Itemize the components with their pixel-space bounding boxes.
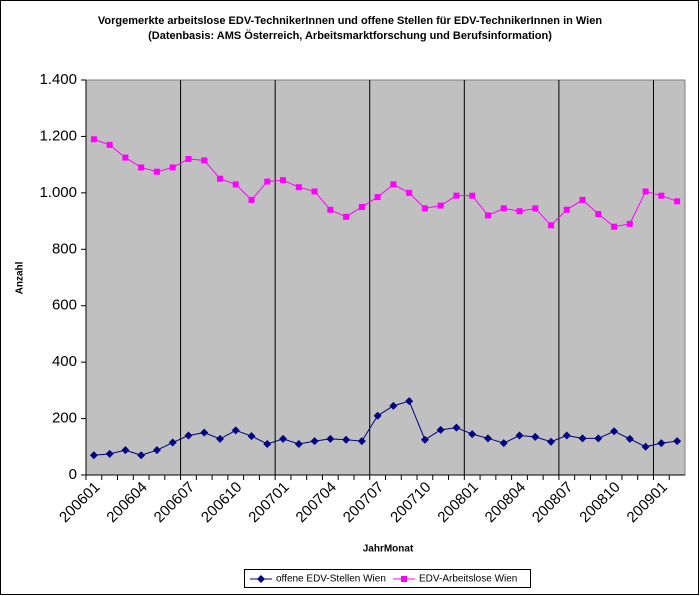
data-point xyxy=(625,434,634,443)
data-point xyxy=(452,423,461,432)
y-axis-label: Anzahl xyxy=(15,261,26,294)
data-point xyxy=(232,181,239,188)
data-point xyxy=(594,434,603,443)
data-point xyxy=(515,431,524,440)
data-point xyxy=(248,196,255,203)
data-point xyxy=(548,222,555,229)
data-point xyxy=(673,437,682,446)
data-point xyxy=(658,192,665,199)
data-point xyxy=(516,208,523,215)
data-point xyxy=(200,428,209,437)
data-point xyxy=(406,189,413,196)
data-point xyxy=(610,427,619,436)
x-axis-label: JahrMonat xyxy=(363,544,414,555)
data-point xyxy=(201,157,208,164)
data-point xyxy=(500,205,507,212)
data-point xyxy=(295,184,302,191)
data-point xyxy=(390,181,397,188)
y-tick-label: 400 xyxy=(52,353,77,370)
data-point xyxy=(657,439,666,448)
y-tick-label: 0 xyxy=(69,466,77,483)
data-point xyxy=(168,438,177,447)
chart-subtitle: (Datenbasis: AMS Österreich, Arbeitsmark… xyxy=(148,29,552,42)
data-point xyxy=(122,154,129,161)
data-point xyxy=(562,431,571,440)
data-point xyxy=(641,442,650,451)
data-point xyxy=(247,432,256,441)
data-point xyxy=(105,449,114,458)
data-point xyxy=(231,426,240,435)
data-point xyxy=(642,188,649,195)
data-point xyxy=(532,205,539,212)
legend-marker xyxy=(401,576,407,582)
data-point xyxy=(153,168,160,175)
y-tick-label: 1.400 xyxy=(39,71,77,88)
data-point xyxy=(280,177,287,184)
data-point xyxy=(294,439,303,448)
legend-box xyxy=(244,569,531,588)
data-point xyxy=(90,136,97,143)
data-point xyxy=(468,430,477,439)
data-point xyxy=(327,206,334,213)
data-point xyxy=(263,439,272,448)
data-point xyxy=(531,432,540,441)
legend-label: offene EDV-Stellen Wien xyxy=(276,574,386,585)
plot-area xyxy=(85,79,686,476)
data-point xyxy=(279,434,288,443)
data-point xyxy=(264,178,271,185)
data-point xyxy=(326,434,335,443)
data-point xyxy=(578,434,587,443)
data-point xyxy=(373,411,382,420)
data-point xyxy=(358,203,365,210)
data-point xyxy=(374,194,381,201)
data-point xyxy=(547,437,556,446)
data-point xyxy=(152,446,161,455)
legend-label: EDV-Arbeitslose Wien xyxy=(419,574,517,585)
legend-marker xyxy=(257,575,265,583)
data-point xyxy=(611,223,618,230)
data-point xyxy=(579,196,586,203)
data-point xyxy=(311,188,318,195)
y-tick-label: 1.000 xyxy=(39,184,77,201)
data-point xyxy=(563,206,570,213)
data-point xyxy=(626,220,633,227)
data-point xyxy=(674,198,681,205)
chart-title: Vorgemerkte arbeitslose EDV-TechnikerInn… xyxy=(98,15,602,27)
data-point xyxy=(137,451,146,460)
data-point xyxy=(437,202,444,209)
data-point xyxy=(484,212,491,219)
data-point xyxy=(453,192,460,199)
y-tick-label: 1.200 xyxy=(39,127,77,144)
data-point xyxy=(185,156,192,162)
data-point xyxy=(483,434,492,443)
data-point xyxy=(595,211,602,218)
data-point xyxy=(106,141,113,148)
data-point xyxy=(216,175,223,182)
data-point xyxy=(420,435,429,444)
data-point xyxy=(405,397,414,406)
data-point xyxy=(215,434,224,443)
data-point xyxy=(421,205,428,212)
data-point xyxy=(499,439,508,448)
data-point xyxy=(310,437,319,446)
data-point xyxy=(469,192,476,199)
data-point xyxy=(184,431,193,440)
data-point xyxy=(169,164,176,171)
data-point xyxy=(138,164,145,171)
data-point xyxy=(89,451,98,460)
data-point xyxy=(121,446,130,455)
data-point xyxy=(342,435,351,444)
data-point xyxy=(343,213,350,220)
data-point xyxy=(436,425,445,434)
y-tick-label: 600 xyxy=(52,297,77,314)
data-point xyxy=(357,437,366,446)
y-tick-label: 200 xyxy=(52,410,77,427)
y-tick-label: 800 xyxy=(52,240,77,257)
data-point xyxy=(389,401,398,410)
